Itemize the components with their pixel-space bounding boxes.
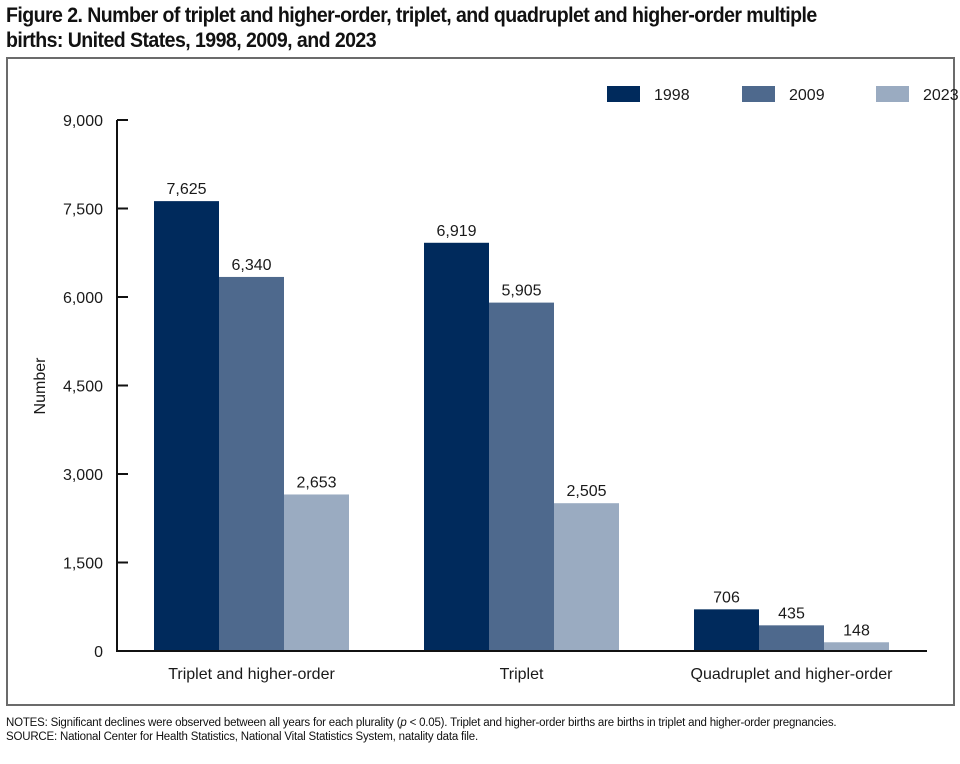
y-tick-label: 4,500 xyxy=(63,379,103,396)
source-text: SOURCE: National Center for Health Stati… xyxy=(6,731,478,743)
bar-2009-0 xyxy=(219,276,284,651)
legend-label-2009: 2009 xyxy=(789,87,825,104)
bar-2009-1 xyxy=(489,302,554,651)
bar-value-label: 148 xyxy=(843,622,870,639)
legend-label-1998: 1998 xyxy=(654,87,690,104)
bar-value-label: 2,505 xyxy=(566,483,606,500)
bar-value-label: 435 xyxy=(778,605,805,622)
legend-swatch-1998 xyxy=(607,86,640,102)
bar-value-label: 7,625 xyxy=(166,181,206,198)
chart-frame xyxy=(6,57,955,706)
bar-2023-2 xyxy=(824,642,889,651)
y-tick-label: 9,000 xyxy=(63,113,103,130)
bar-value-label: 6,919 xyxy=(436,223,476,240)
bar-value-label: 6,340 xyxy=(231,257,271,274)
bar-value-label: 706 xyxy=(713,589,740,606)
bar-2023-1 xyxy=(554,503,619,651)
y-axis-title: Number xyxy=(32,357,49,415)
legend-label-2023: 2023 xyxy=(923,87,959,104)
bars xyxy=(154,201,889,652)
legend-swatch-2009 xyxy=(742,86,775,102)
y-tick-label: 7,500 xyxy=(63,202,103,219)
bar-1998-2 xyxy=(694,609,759,651)
notes-text: NOTES: Significant declines were observe… xyxy=(6,717,837,729)
bar-2009-2 xyxy=(759,625,824,651)
figure-title: Figure 2. Number of triplet and higher-o… xyxy=(6,3,890,53)
x-tick-label: Quadruplet and higher-order xyxy=(691,666,894,683)
y-tick-label: 1,500 xyxy=(63,556,103,573)
x-tick-label: Triplet and higher-order xyxy=(168,666,335,683)
x-axis: Triplet and higher-order Triplet Quadruple… xyxy=(116,650,927,683)
figure-title-line-1: Figure 2. Number of triplet and higher-o… xyxy=(6,4,817,27)
legend-swatch-2023 xyxy=(876,86,909,102)
x-tick-label: Triplet xyxy=(500,666,544,683)
legend: 1998 2009 2023 xyxy=(607,86,959,104)
bar-value-label: 5,905 xyxy=(501,283,541,300)
y-axis: 0 1,500 3,000 4,500 6,000 7,500 9,000 xyxy=(63,113,128,661)
y-tick-label: 6,000 xyxy=(63,290,103,307)
figure-title-line-2: births: United States, 1998, 2009, and 2… xyxy=(6,29,377,52)
bar-1998-1 xyxy=(424,242,489,652)
y-tick-label: 3,000 xyxy=(63,467,103,484)
y-tick-label: 0 xyxy=(94,644,103,661)
bar-value-labels: 7,625 6,340 2,653 6,919 5,905 2,505 706 435 148 xyxy=(166,181,869,639)
bar-1998-0 xyxy=(154,201,219,651)
bar-value-label: 2,653 xyxy=(296,474,336,491)
bar-2023-0 xyxy=(284,494,349,651)
figure-notes: NOTES: Significant declines were observe… xyxy=(6,716,951,744)
